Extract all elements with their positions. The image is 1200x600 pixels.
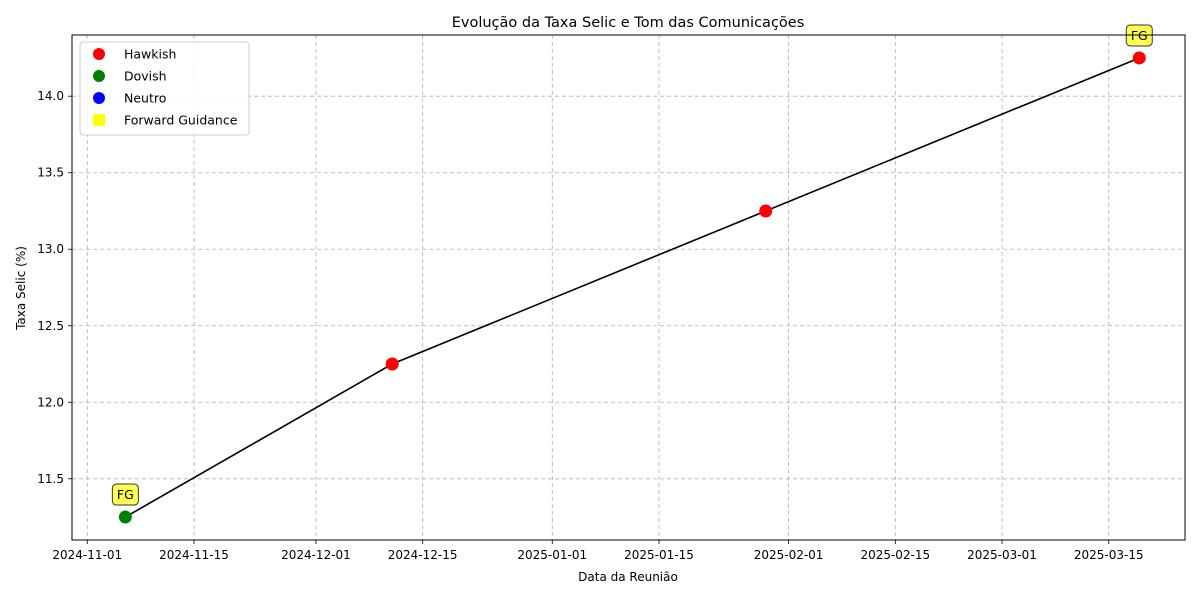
y-axis-ticks: 11.5 12.0 12.5 13.0 13.5 14.0 [37,89,72,486]
grid [72,35,1185,540]
x-tick-label: 2024-12-15 [388,548,458,562]
legend: Hawkish Dovish Neutro Forward Guidance [79,41,250,136]
y-tick-label: 14.0 [37,89,64,103]
plot-frame [71,34,1186,541]
data-points [118,51,1146,524]
chart-title: Evolução da Taxa Selic e Tom das Comunic… [452,15,805,31]
data-point-hawkish [759,204,773,218]
y-axis-label: Taxa Selic (%) [14,246,28,331]
series-line-layer [124,57,1140,518]
fg-annotation-label: FG [117,487,134,502]
y-tick-label: 13.5 [37,166,64,180]
x-tick-label: 2025-01-15 [624,548,694,562]
selic-series-line [124,57,1140,518]
x-tick-label: 2025-03-15 [1074,548,1144,562]
x-tick-label: 2025-02-01 [754,548,824,562]
legend-marker-forward-guidance [93,114,105,126]
x-axis-ticks: 2024-11-01 2024-11-15 2024-12-01 2024-12-15… [52,540,1144,562]
x-tick-label: 2024-11-01 [52,548,122,562]
fg-annotation-box [111,483,139,506]
x-tick-label: 2025-01-01 [517,548,587,562]
y-tick-label: 12.0 [37,395,64,409]
x-tick-label: 2025-02-15 [860,548,930,562]
legend-label: Forward Guidance [124,113,238,128]
x-tick-label: 2025-03-01 [967,548,1037,562]
legend-label: Hawkish [124,47,176,62]
legend-marker-hawkish [93,48,105,60]
data-point-dovish [118,510,132,524]
y-tick-label: 13.0 [37,242,64,256]
legend-marker-dovish [93,70,105,82]
y-tick-label: 12.5 [37,319,64,333]
x-axis-label: Data da Reunião [578,570,678,584]
data-point-hawkish [1132,51,1146,65]
legend-label: Neutro [124,91,166,106]
x-tick-label: 2024-11-15 [159,548,229,562]
y-tick-label: 11.5 [37,472,64,486]
legend-marker-neutro [93,92,105,104]
legend-box [79,41,250,136]
legend-label: Dovish [124,69,167,84]
data-point-hawkish [385,357,399,371]
x-tick-label: 2024-12-01 [281,548,351,562]
